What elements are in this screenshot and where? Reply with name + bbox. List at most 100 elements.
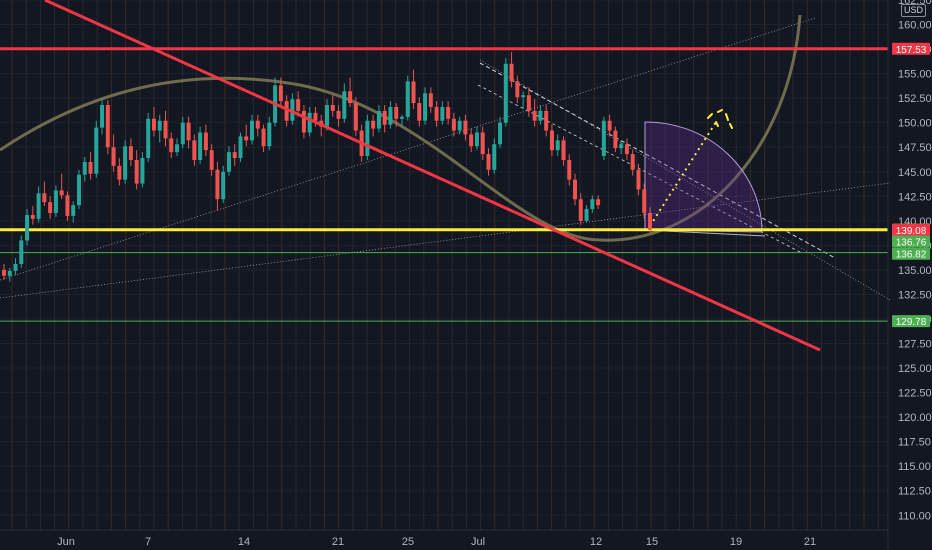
candle-body bbox=[503, 63, 508, 123]
candle-body bbox=[446, 106, 451, 119]
candle-body bbox=[642, 189, 647, 213]
candle-body bbox=[19, 240, 24, 265]
candle-body bbox=[457, 120, 462, 131]
candle-body bbox=[336, 110, 341, 119]
candle-body bbox=[111, 147, 116, 166]
horizontal-levels[interactable] bbox=[0, 47, 888, 322]
arc-drawing[interactable] bbox=[0, 14, 802, 242]
candle-body bbox=[180, 122, 185, 145]
candle-body bbox=[284, 101, 289, 121]
candle-body bbox=[290, 99, 295, 121]
candle-body bbox=[451, 118, 456, 131]
red-down-trendline[interactable] bbox=[44, 0, 821, 352]
candle-body bbox=[30, 214, 35, 219]
dashed-channel-line[interactable] bbox=[479, 62, 836, 259]
candle-body bbox=[48, 202, 53, 213]
price-tag bbox=[892, 42, 930, 55]
projection-sector[interactable] bbox=[644, 121, 763, 233]
dashed-channel-line-2[interactable] bbox=[477, 84, 801, 253]
candle-body bbox=[82, 161, 87, 175]
candle-body bbox=[596, 199, 601, 206]
candle-body bbox=[209, 150, 214, 170]
x-tick-label: 12 bbox=[590, 536, 602, 548]
x-tick-label: 21 bbox=[804, 536, 816, 548]
candle-body bbox=[423, 93, 428, 121]
dotted-trendline-2[interactable] bbox=[0, 182, 891, 299]
candle-body bbox=[313, 112, 318, 121]
price-tag-label: 136.82 bbox=[896, 250, 927, 261]
candle-body bbox=[261, 128, 266, 147]
candle-body bbox=[186, 122, 191, 141]
candle-body bbox=[619, 144, 624, 149]
candle-body bbox=[169, 138, 174, 153]
candle-body bbox=[250, 120, 255, 141]
candle-body bbox=[13, 264, 18, 271]
candle-body bbox=[278, 85, 283, 102]
candle-body bbox=[76, 174, 81, 206]
candle-body bbox=[624, 144, 629, 155]
candle-body bbox=[394, 106, 399, 119]
x-tick-label: 15 bbox=[646, 536, 658, 548]
time-axis[interactable]: Jun 7 14 21 25 Jul 12 15 19 21 bbox=[0, 529, 888, 548]
candle-body bbox=[255, 120, 260, 129]
candle-body bbox=[463, 120, 468, 135]
candle-body bbox=[578, 199, 583, 221]
candle-body bbox=[388, 106, 393, 125]
candle-body bbox=[117, 165, 122, 180]
y-tick-label: 132.50 bbox=[898, 289, 932, 301]
candle-body bbox=[648, 212, 652, 230]
candle-body bbox=[157, 120, 162, 131]
y-tick-label: 122.50 bbox=[898, 388, 932, 400]
y-tick-label: 145.00 bbox=[898, 167, 932, 179]
candle-body bbox=[203, 132, 208, 151]
candle-body bbox=[301, 110, 306, 133]
candle-body bbox=[100, 105, 105, 128]
candle-body bbox=[36, 193, 41, 219]
x-tick-label: 19 bbox=[730, 536, 742, 548]
dotted-trendline-3[interactable] bbox=[479, 59, 891, 301]
candle-body bbox=[521, 95, 526, 98]
candle-body bbox=[567, 159, 572, 180]
candle-body bbox=[140, 158, 145, 184]
y-tick-label: 155.00 bbox=[898, 69, 932, 81]
candle-body bbox=[371, 120, 376, 129]
candle-body bbox=[215, 169, 220, 200]
candle-body bbox=[440, 106, 445, 121]
candle-body bbox=[405, 81, 410, 117]
projection-ray[interactable] bbox=[649, 121, 717, 227]
candle-body bbox=[7, 270, 12, 276]
candle-body bbox=[325, 105, 329, 127]
candle-body bbox=[474, 132, 479, 147]
candle-body bbox=[134, 159, 139, 184]
candle-body bbox=[434, 106, 439, 121]
y-tick-label: 152.50 bbox=[898, 93, 932, 105]
candle-body bbox=[480, 132, 485, 155]
candle-body bbox=[128, 146, 133, 160]
price-tag-label: 157.53 bbox=[896, 45, 927, 56]
candle-body bbox=[469, 134, 474, 147]
y-tick-label: 135.00 bbox=[898, 265, 932, 277]
y-tick-label: 120.00 bbox=[898, 412, 932, 424]
y-tick-label: 142.50 bbox=[898, 191, 932, 203]
candle-body bbox=[411, 81, 416, 104]
candle-body bbox=[544, 110, 549, 131]
candle-body bbox=[590, 199, 595, 210]
candle-body bbox=[498, 122, 503, 145]
candle-body bbox=[532, 110, 537, 121]
x-tick-label: 14 bbox=[238, 536, 250, 548]
candle-body bbox=[630, 154, 635, 170]
price-tag bbox=[892, 235, 930, 248]
trendline-fan[interactable] bbox=[0, 17, 891, 301]
y-tick-label: 162.50 bbox=[898, 0, 932, 7]
candle-body bbox=[53, 190, 58, 213]
currency-badge[interactable]: USD bbox=[900, 4, 926, 17]
candle-body bbox=[163, 120, 168, 139]
candle-body bbox=[549, 130, 554, 151]
candlesticks bbox=[2, 52, 652, 282]
projection-dots[interactable] bbox=[707, 109, 733, 129]
candle-body bbox=[238, 136, 243, 159]
candle-body bbox=[65, 195, 70, 216]
candle-body bbox=[348, 91, 353, 104]
